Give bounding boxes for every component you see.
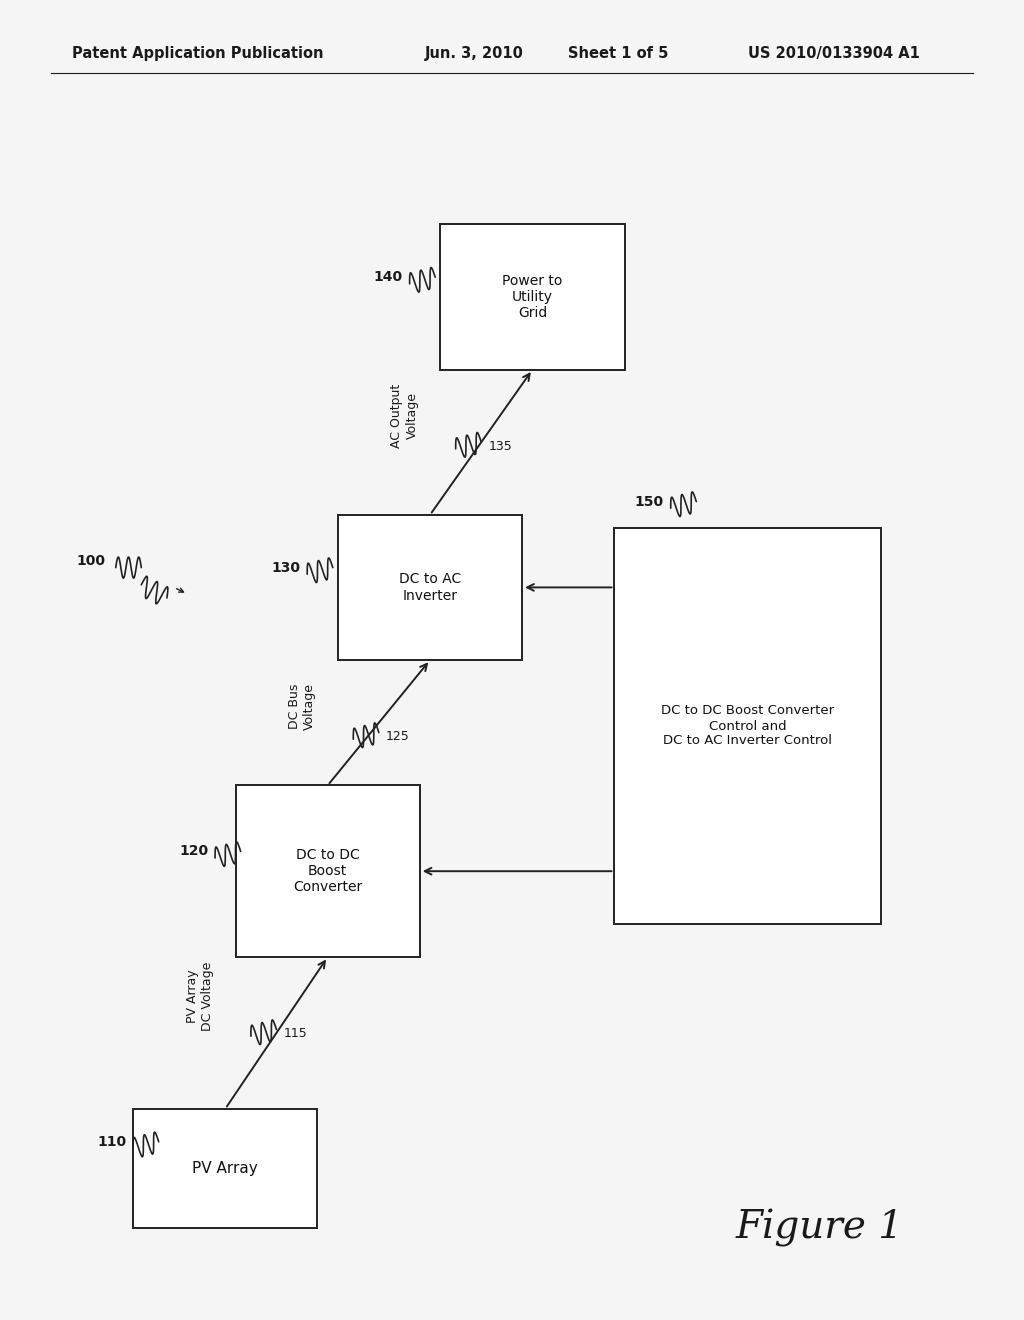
Text: DC Bus
Voltage: DC Bus Voltage [288,682,316,730]
Text: 100: 100 [77,554,105,568]
Text: 135: 135 [488,440,512,453]
Text: PV Array
DC Voltage: PV Array DC Voltage [185,962,214,1031]
Text: DC to DC
Boost
Converter: DC to DC Boost Converter [293,847,362,895]
Text: Figure 1: Figure 1 [735,1209,903,1246]
Bar [440,224,625,370]
Text: Power to
Utility
Grid: Power to Utility Grid [503,273,562,321]
Text: 125: 125 [386,730,410,743]
Bar [614,528,881,924]
Bar [133,1109,317,1228]
Text: 110: 110 [97,1135,126,1148]
Text: US 2010/0133904 A1: US 2010/0133904 A1 [748,46,920,61]
Text: Sheet 1 of 5: Sheet 1 of 5 [568,46,669,61]
Text: 130: 130 [271,561,300,574]
Text: Jun. 3, 2010: Jun. 3, 2010 [425,46,524,61]
Bar [338,515,522,660]
Text: DC to DC Boost Converter
Control and
DC to AC Inverter Control: DC to DC Boost Converter Control and DC … [660,705,835,747]
Text: DC to AC
Inverter: DC to AC Inverter [399,573,461,602]
Text: 140: 140 [374,271,402,284]
Text: AC Output
Voltage: AC Output Voltage [390,384,419,447]
Text: 150: 150 [635,495,664,508]
Bar [236,785,420,957]
Text: PV Array: PV Array [193,1160,258,1176]
Text: 115: 115 [284,1027,307,1040]
Text: Patent Application Publication: Patent Application Publication [72,46,324,61]
Text: 120: 120 [179,845,208,858]
